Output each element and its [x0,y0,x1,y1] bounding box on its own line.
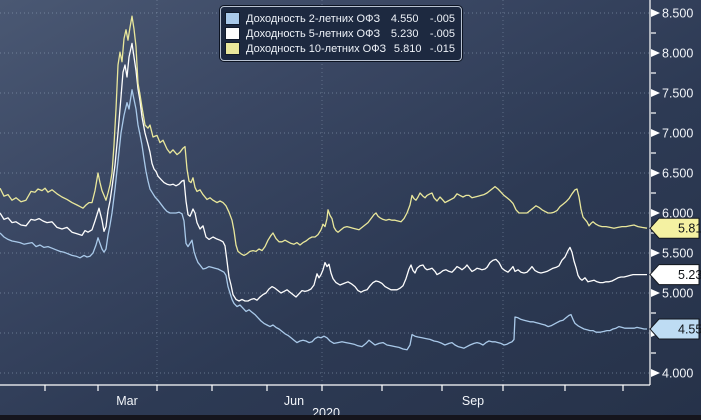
price-tag-value-2y: 4.550 [678,323,701,337]
bottom-strip [0,415,701,420]
legend-change-value: -.015 [429,42,455,55]
y-axis-label: 7.500 [662,87,693,101]
price-tag-value-10y: 5.810 [678,222,701,236]
y-axis-label: 8.000 [662,47,693,61]
price-tag-5y [649,264,700,286]
axis-tick-arrow-icon [651,289,660,297]
chart-line-5y-ofz [0,42,647,302]
axis-tick-arrow-icon [651,129,660,137]
legend-change-value: -.005 [429,12,455,25]
axis-tick-arrow-icon [651,369,660,377]
chart-line-2y-ofz [0,89,647,351]
legend-change-value: -.005 [429,27,455,40]
y-axis-label: 6.000 [662,207,693,221]
axis-tick-arrow-icon [651,209,660,217]
series-swatch-5y-icon [226,28,239,39]
axis-tick-arrow-icon [651,169,660,177]
y-axis-label: 5.500 [662,247,693,261]
legend-row-5y[interactable]: Доходность 5-летних ОФЗ 5.230 -.005 [226,26,455,41]
axis-tick-arrow-icon [651,89,660,97]
axis-tick-arrow-icon [651,249,660,257]
legend-last-value: 4.550 [390,12,419,25]
legend-series-name: Доходность 10-летних ОФЗ [246,42,387,55]
x-axis-month-label: Sep [462,394,484,408]
price-tag-value-5y: 5.230 [678,268,701,282]
series-swatch-10y-icon [226,43,239,54]
series-swatch-2y-icon [226,13,239,24]
y-axis-label: 6.500 [662,167,693,181]
legend-series-name: Доходность 5-летних ОФЗ [246,27,381,40]
price-tag-2y [649,318,700,340]
y-axis-label: 4.000 [662,367,693,381]
legend-last-value: 5.810 [393,42,422,55]
legend-last-value: 5.230 [390,27,419,40]
x-axis-month-label: Jun [284,394,304,408]
axis-tick-arrow-icon [651,49,660,57]
y-axis-label: 5.000 [662,287,693,301]
price-tag-10y [649,217,700,239]
legend: Доходность 2-летних ОФЗ 4.550 -.005 Доходно… [220,6,462,61]
legend-row-10y[interactable]: Доходность 10-летних ОФЗ 5.810 -.015 [226,41,455,56]
y-axis-label: 8.500 [662,7,693,21]
y-axis-label: 7.000 [662,127,693,141]
chart-line-10y-ofz [0,15,648,257]
axis-tick-arrow-icon [651,9,660,17]
x-axis-month-label: Mar [116,394,138,408]
legend-row-2y[interactable]: Доходность 2-летних ОФЗ 4.550 -.005 [226,11,455,26]
legend-series-name: Доходность 2-летних ОФЗ [246,12,381,25]
